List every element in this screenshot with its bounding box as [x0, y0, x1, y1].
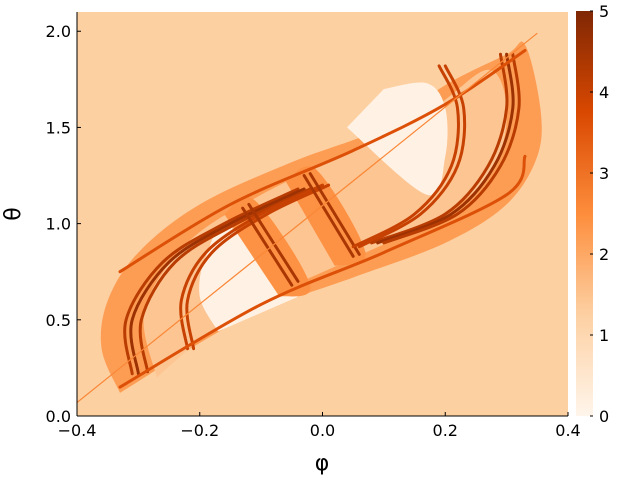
- y-tick-label: 1.5: [46, 118, 71, 137]
- heatmap-contour-band-6: [241, 206, 294, 287]
- heatmap-contour-band-13: [376, 52, 515, 245]
- heatmap-contour-band-16: [118, 49, 527, 274]
- x-axis-ticks: −0.4 −0.2 0.0 0.2 0.4: [58, 412, 581, 440]
- colorbar-tick-label: 5: [599, 2, 609, 21]
- colorbar-gradient: [576, 11, 593, 416]
- colorbar-tick-label: 1: [599, 326, 609, 345]
- x-tick-label: 0.4: [555, 421, 580, 440]
- heatmap-contour-band-14: [382, 52, 521, 245]
- x-tick-label: −0.4: [58, 421, 97, 440]
- heatmap-contour-band-7: [247, 202, 300, 283]
- heatmap-region-white-left: [199, 226, 298, 332]
- y-tick-label: 0.5: [46, 311, 71, 330]
- heatmap-contour-band-3: [138, 187, 312, 374]
- colorbar-tick-label: 4: [599, 83, 609, 102]
- heatmap-contour-band-10: [351, 64, 460, 249]
- colorbar: 0 1 2 3 4 5: [576, 2, 609, 426]
- x-tick-label: 0.2: [433, 421, 458, 440]
- y-tick-label: 1.0: [46, 215, 71, 234]
- y-axis-ticks: 0.0 0.5 1.0 1.5 2.0: [46, 22, 81, 426]
- y-tick-label: 0.0: [46, 407, 71, 426]
- colorbar-tick-label: 2: [599, 245, 609, 264]
- y-axis-label: θ: [1, 207, 26, 220]
- x-axis-label: φ: [315, 451, 330, 476]
- heatmap-contour-band-9: [308, 172, 361, 256]
- x-tick-label: 0.0: [310, 421, 335, 440]
- heatmap-contour-band-12: [370, 52, 509, 245]
- heatmap-contour-band-2: [129, 187, 306, 376]
- y-tick-label: 2.0: [46, 22, 71, 41]
- heatmap-region-white-right: [347, 82, 448, 196]
- heatmap-contour-band-15: [118, 154, 527, 389]
- heatmap-contour-band-4: [179, 183, 324, 351]
- plot-area: [77, 12, 568, 416]
- colorbar-tick-label: 0: [599, 407, 609, 426]
- x-tick-label: −0.2: [180, 421, 219, 440]
- colorbar-tick-label: 3: [599, 164, 609, 183]
- heatmap-diagonal-line: [77, 32, 538, 403]
- heatmap-contour-band-8: [302, 174, 355, 258]
